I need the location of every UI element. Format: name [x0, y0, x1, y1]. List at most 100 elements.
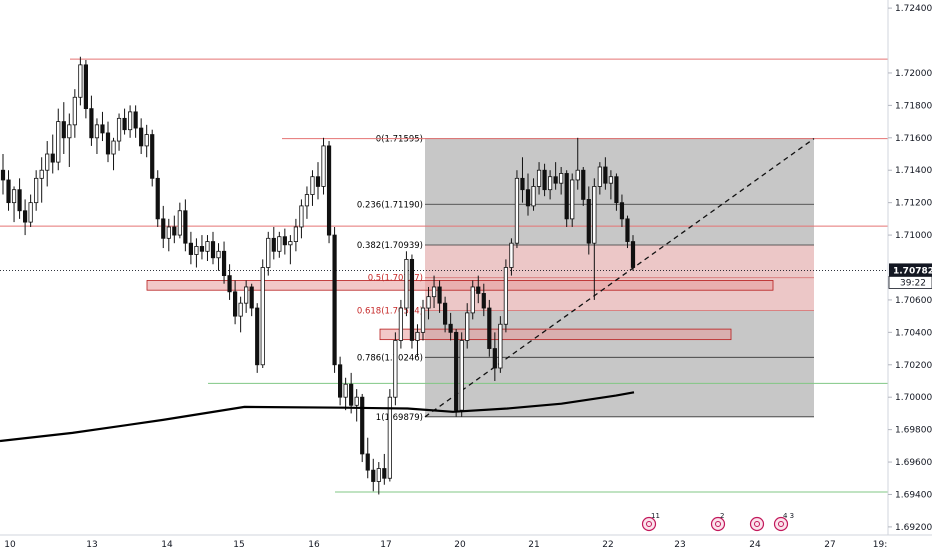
- price-axis-label: 1.71200: [895, 199, 932, 209]
- time-axis-label: 13: [86, 540, 97, 550]
- candle-body: [188, 242, 193, 255]
- candle-body: [61, 121, 66, 139]
- event-icon-dot: [778, 521, 784, 527]
- economic-event-icon[interactable]: [641, 516, 657, 532]
- time-axis-label: 14: [161, 540, 173, 550]
- candle-body: [487, 307, 492, 349]
- event-icon-dot: [646, 521, 652, 527]
- countdown-badge: [888, 276, 932, 289]
- candle-body: [393, 340, 398, 398]
- countdown-label: 39:22: [900, 278, 926, 288]
- candle-body: [50, 153, 55, 163]
- candle-body: [553, 176, 558, 184]
- price-axis-label: 1.69200: [895, 523, 932, 533]
- candle-body: [448, 323, 453, 333]
- time-axis-label: 20: [454, 540, 466, 550]
- price-axis-label: 1.71000: [895, 231, 932, 241]
- moving-average-line[interactable]: [0, 391, 635, 443]
- candle-body: [39, 169, 44, 179]
- supply-demand-zone[interactable]: [146, 280, 774, 291]
- candle-body: [514, 177, 520, 244]
- candle-body: [255, 307, 260, 366]
- event-count-label: 2: [720, 512, 724, 520]
- time-axis-label: 27: [824, 540, 835, 550]
- candle-body: [570, 179, 575, 220]
- supply-demand-zone[interactable]: [379, 328, 732, 341]
- candle-body: [575, 169, 580, 181]
- candle-body: [332, 234, 337, 366]
- candle-body: [205, 241, 210, 252]
- candle-body: [199, 246, 205, 252]
- candle-body: [128, 111, 133, 131]
- candle-body: [503, 267, 508, 325]
- time-axis-label: 19:: [873, 540, 887, 550]
- candle-body: [542, 169, 547, 191]
- economic-event-icon[interactable]: [749, 516, 765, 532]
- candle-body: [492, 348, 497, 369]
- candle-body: [459, 340, 464, 411]
- candle-body: [133, 111, 138, 129]
- candle-body: [260, 267, 265, 366]
- price-axis-label: 1.69400: [895, 490, 932, 500]
- economic-event-icon[interactable]: [773, 516, 789, 532]
- candle-body: [559, 173, 564, 184]
- event-count-label: 11: [651, 512, 660, 520]
- price-axis-label: 1.71400: [895, 166, 932, 176]
- candle-body: [166, 226, 171, 239]
- candle-body: [376, 468, 381, 482]
- time-axis-label: 17: [380, 540, 391, 550]
- candle-body: [116, 117, 122, 142]
- candle-body: [271, 237, 276, 252]
- candle-body: [470, 286, 475, 314]
- candle-body: [6, 179, 11, 204]
- price-axis-label: 1.69600: [895, 458, 932, 468]
- candle-body: [597, 166, 602, 187]
- candle-body: [415, 331, 420, 341]
- fib-level-label: 0.618(1.70534): [357, 307, 423, 317]
- candle-body: [221, 250, 227, 277]
- trend-line[interactable]: [424, 138, 815, 418]
- current-price-label: 1.70782: [893, 266, 932, 276]
- candle-body: [83, 64, 88, 110]
- candle-body: [249, 286, 254, 309]
- candle-body: [349, 383, 354, 406]
- candle-body: [338, 364, 343, 398]
- candle-body: [299, 205, 304, 228]
- candle-body: [0, 169, 6, 181]
- candle-body: [354, 396, 359, 406]
- candle-body: [155, 177, 160, 220]
- candle-body: [498, 323, 503, 369]
- candle-body: [382, 468, 387, 479]
- candle-body: [315, 176, 321, 187]
- candle-body: [548, 176, 553, 191]
- candle-body: [454, 331, 459, 411]
- candle-body: [531, 186, 536, 207]
- event-count-label: 4 3: [783, 512, 794, 520]
- candle-body: [111, 140, 116, 155]
- fib-level-label: 1(1.69879): [376, 413, 423, 423]
- candle-body: [177, 210, 182, 236]
- price-axis-label: 1.71600: [895, 134, 932, 144]
- candle-body: [227, 275, 232, 293]
- candle-body: [360, 396, 365, 455]
- candle-body: [150, 134, 155, 179]
- candle-body: [509, 242, 514, 268]
- candle-body: [139, 127, 144, 147]
- candle-body: [89, 108, 94, 139]
- candle-body: [11, 189, 17, 204]
- fib-level-label: 0.786(1.70246): [357, 353, 423, 363]
- candle-body: [326, 145, 332, 236]
- fib-level-label: 0.236(1.71190): [357, 200, 423, 210]
- candle-body: [625, 218, 630, 242]
- candle-body: [365, 453, 370, 471]
- candle-body: [94, 124, 100, 139]
- candle-body: [614, 176, 619, 204]
- candle-body: [608, 176, 613, 184]
- fib-level-label: 0.5(1.70737): [368, 274, 423, 284]
- candle-body: [564, 173, 569, 220]
- price-axis-label: 1.70600: [895, 296, 932, 306]
- economic-event-icon[interactable]: [710, 516, 726, 532]
- candle-body: [426, 296, 431, 309]
- time-axis-label: 24: [749, 540, 761, 550]
